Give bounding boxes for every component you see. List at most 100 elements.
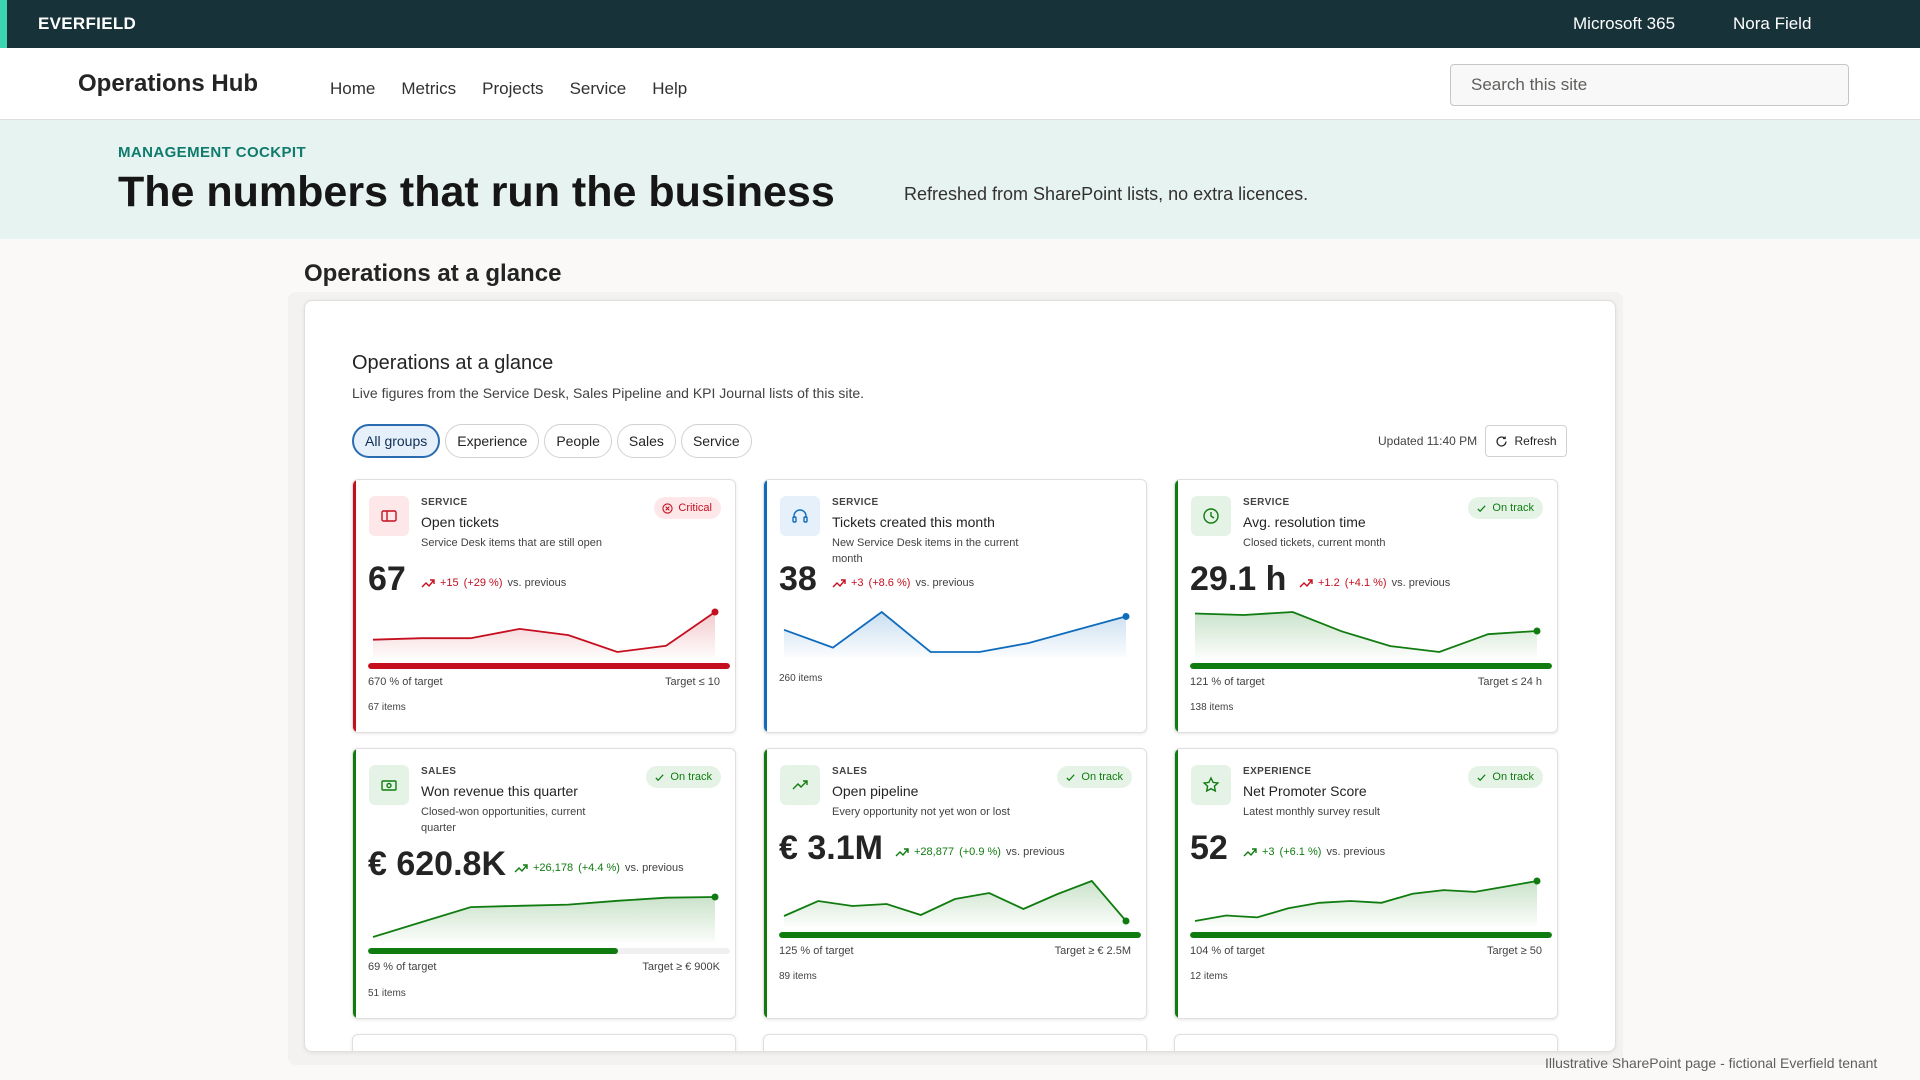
trend-up-icon bbox=[421, 579, 435, 588]
sparkline-area bbox=[373, 612, 715, 657]
kpi-card-won-revenue[interactable]: SALES Won revenue this quarter Closed-wo… bbox=[352, 748, 736, 1019]
kpi-card-resolution-time[interactable]: SERVICE Avg. resolution time Closed tick… bbox=[1174, 479, 1558, 733]
clock-icon bbox=[1191, 496, 1231, 536]
delta-percent: (+0.9 %) bbox=[959, 846, 1001, 858]
card-title: Open tickets bbox=[421, 514, 499, 530]
checkmark-icon bbox=[1477, 773, 1487, 781]
card-description: Closed-won opportunities, current quarte… bbox=[421, 806, 586, 834]
brand-logo[interactable]: EVERFIELD bbox=[38, 14, 137, 33]
sparkline-last-point bbox=[1533, 877, 1541, 885]
suite-bar: EVERFIELD Microsoft 365 Nora Field bbox=[0, 0, 1920, 48]
delta-suffix: vs. previous bbox=[1005, 846, 1065, 858]
sparkline-line bbox=[372, 896, 716, 938]
kpi-card-open-pipeline[interactable]: SALES Open pipeline Every opportunity no… bbox=[763, 748, 1147, 1019]
sparkline-area bbox=[1195, 612, 1537, 657]
kpi-delta: +28,877 (+0.9 %) vs. previous bbox=[895, 845, 1065, 859]
sparkline-line bbox=[1194, 880, 1538, 922]
user-account-name[interactable]: Nora Field bbox=[1733, 14, 1812, 33]
sparkline-last-point bbox=[711, 608, 719, 616]
card-group: SALES bbox=[832, 766, 868, 777]
percent-of-target: 121 % of target bbox=[1190, 676, 1265, 688]
kpi-delta: +3 (+8.6 %) vs. previous bbox=[832, 576, 974, 590]
trend-up-icon bbox=[832, 579, 846, 588]
sparkline-area bbox=[1195, 881, 1537, 926]
filter-experience[interactable]: Experience bbox=[445, 424, 540, 458]
kpi-panel: Operations at a glance Live figures from… bbox=[304, 300, 1616, 1052]
filter-service[interactable]: Service bbox=[680, 424, 752, 458]
trend-up-icon bbox=[514, 864, 528, 873]
kpi-card-tickets-created[interactable]: SERVICE Tickets created this month New S… bbox=[763, 479, 1147, 733]
panel-title: Operations at a glance bbox=[352, 352, 554, 374]
nav-metrics[interactable]: Metrics bbox=[401, 79, 457, 98]
kpi-card-partial[interactable] bbox=[352, 1034, 736, 1051]
status-label: On track bbox=[670, 771, 712, 783]
site-header: Operations Hub Home Metrics Projects Ser… bbox=[0, 48, 1920, 120]
nav-projects[interactable]: Projects bbox=[482, 79, 544, 98]
delta-suffix: vs. previous bbox=[624, 862, 684, 874]
filter-sales[interactable]: Sales bbox=[616, 424, 676, 458]
card-group: SERVICE bbox=[832, 497, 879, 508]
ticket-icon bbox=[369, 496, 409, 536]
delta-value: +3 bbox=[851, 577, 864, 589]
percent-of-target: 104 % of target bbox=[1190, 945, 1265, 957]
sparkline bbox=[1194, 611, 1541, 657]
delta-percent: (+6.1 %) bbox=[1279, 846, 1322, 858]
kpi-card-partial[interactable] bbox=[763, 1034, 1147, 1051]
dismiss-circle-icon bbox=[662, 502, 674, 514]
item-count: 138 items bbox=[1190, 702, 1234, 713]
sparkline-line bbox=[372, 611, 716, 653]
microsoft-365-link[interactable]: Microsoft 365 bbox=[1573, 14, 1676, 33]
status-label: On track bbox=[1492, 502, 1534, 514]
card-description: Every opportunity not yet won or lost bbox=[832, 806, 1010, 818]
nav-help[interactable]: Help bbox=[652, 79, 688, 98]
sparkline-line bbox=[1194, 611, 1538, 653]
card-title: Net Promoter Score bbox=[1243, 783, 1367, 799]
trend-up-icon bbox=[780, 765, 820, 805]
card-description: Closed tickets, current month bbox=[1243, 537, 1386, 549]
kpi-delta: +26,178 (+4.4 %) vs. previous bbox=[514, 861, 684, 875]
sparkline-last-point bbox=[711, 893, 719, 901]
status-badge: On track bbox=[1468, 766, 1543, 788]
percent-of-target: 670 % of target bbox=[368, 676, 443, 688]
item-count: 51 items bbox=[368, 988, 406, 999]
status-badge: Critical bbox=[654, 497, 721, 519]
refresh-button[interactable]: Refresh bbox=[1485, 425, 1567, 457]
hero-tagline: Refreshed from SharePoint lists, no extr… bbox=[904, 184, 1309, 204]
delta-value: +1.2 bbox=[1318, 577, 1340, 589]
percent-of-target: 69 % of target bbox=[368, 961, 437, 973]
card-title: Open pipeline bbox=[832, 783, 919, 799]
filter-people[interactable]: People bbox=[544, 424, 612, 458]
kpi-card-open-tickets[interactable]: SERVICE Open tickets Service Desk items … bbox=[352, 479, 736, 733]
card-description: Latest monthly survey result bbox=[1243, 806, 1380, 818]
brand-accent bbox=[0, 0, 7, 48]
delta-suffix: vs. previous bbox=[507, 577, 567, 589]
kpi-value: 52 bbox=[1190, 829, 1228, 867]
delta-percent: (+29 %) bbox=[463, 577, 503, 589]
filter-all-groups[interactable]: All groups bbox=[352, 424, 441, 458]
site-title[interactable]: Operations Hub bbox=[78, 70, 259, 97]
search-input[interactable] bbox=[1450, 64, 1849, 106]
target-progress-bar bbox=[779, 932, 1141, 938]
card-title: Tickets created this month bbox=[832, 514, 995, 530]
nav-service[interactable]: Service bbox=[569, 79, 627, 98]
status-label: Critical bbox=[678, 502, 712, 514]
target-progress-bar bbox=[1190, 663, 1552, 669]
kpi-delta: +3 (+6.1 %) vs. previous bbox=[1243, 845, 1385, 859]
status-label: On track bbox=[1081, 771, 1123, 783]
item-count: 260 items bbox=[779, 673, 823, 684]
kpi-value: 38 bbox=[779, 560, 817, 598]
refresh-icon bbox=[1496, 435, 1508, 447]
kpi-card-net-promoter-score[interactable]: EXPERIENCE Net Promoter Score Latest mon… bbox=[1174, 748, 1558, 1019]
kpi-card-partial[interactable] bbox=[1174, 1034, 1558, 1051]
target-label: Target ≥ € 900K bbox=[642, 961, 720, 973]
nav-home[interactable]: Home bbox=[330, 79, 376, 98]
kpi-value: 29.1 h bbox=[1190, 560, 1287, 598]
card-status-bar bbox=[764, 749, 767, 1018]
card-status-bar bbox=[353, 749, 356, 1018]
card-title: Won revenue this quarter bbox=[421, 783, 578, 799]
delta-suffix: vs. previous bbox=[915, 577, 975, 589]
delta-percent: (+4.4 %) bbox=[578, 862, 620, 874]
card-title: Avg. resolution time bbox=[1243, 514, 1366, 530]
checkmark-icon bbox=[1066, 773, 1076, 781]
sparkline bbox=[783, 610, 1130, 657]
